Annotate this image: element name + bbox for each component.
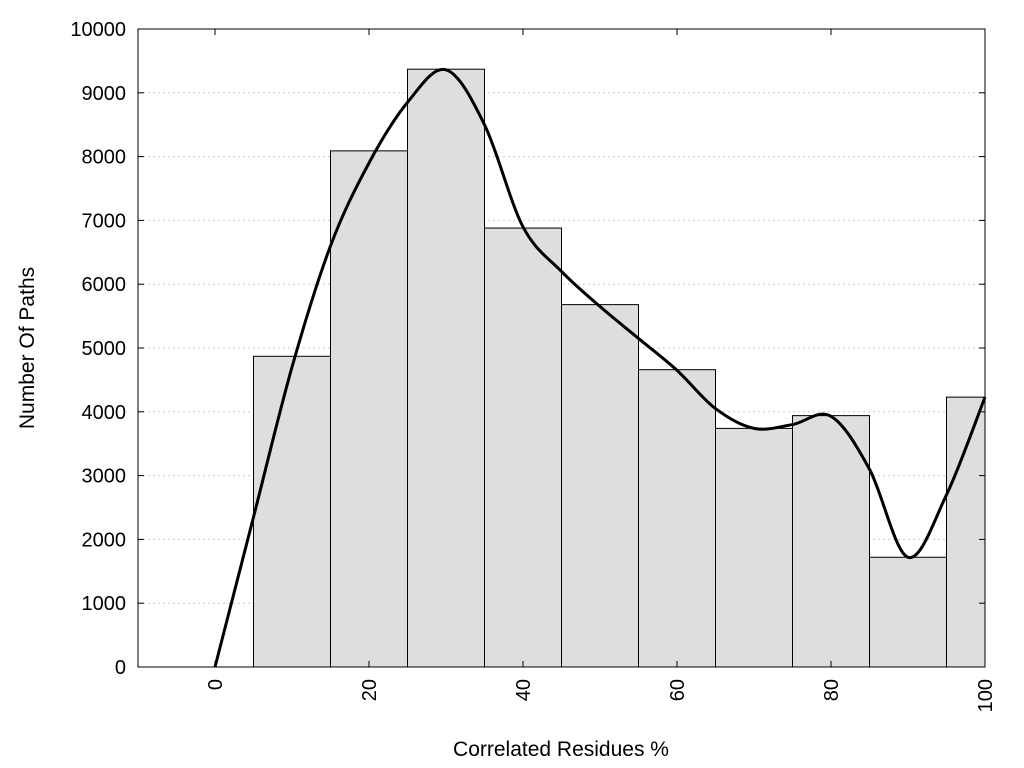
y-tick-label: 1000	[82, 593, 127, 615]
x-tick-label: 0	[205, 679, 227, 690]
tick-marks	[138, 28, 986, 668]
y-tick-label: 6000	[82, 274, 127, 296]
y-tick-label: 2000	[82, 529, 127, 551]
x-tick-label: 80	[821, 679, 843, 701]
y-tick-label: 3000	[82, 466, 127, 488]
y-tick-label: 8000	[82, 147, 127, 169]
bar	[792, 415, 870, 668]
x-tick-labels: 0 20 40 60 80 100	[205, 679, 997, 712]
bar	[484, 227, 562, 668]
y-tick-labels: 0 1000 2000 3000 4000 5000 6000 7000 8000 9000 100…	[70, 19, 126, 679]
x-tick-label: 40	[513, 679, 535, 701]
y-tick-label: 0	[115, 657, 126, 679]
bar	[946, 396, 986, 668]
y-tick-label: 10000	[70, 19, 126, 41]
bar	[638, 369, 716, 668]
smoothed-curve-layer	[213, 68, 987, 668]
y-tick-label: 7000	[82, 210, 127, 232]
y-tick-label: 4000	[82, 402, 127, 424]
x-tick-label: 100	[975, 679, 997, 712]
bar	[561, 304, 639, 668]
bar	[330, 150, 408, 668]
smoothed-curve	[213, 68, 987, 668]
bar	[715, 427, 793, 668]
x-axis-title: Correlated Residues %	[453, 738, 669, 761]
bars	[253, 68, 986, 668]
bar	[407, 68, 485, 668]
bar	[869, 556, 947, 668]
bar	[253, 355, 331, 668]
y-tick-label: 9000	[82, 83, 127, 105]
x-tick-label: 20	[359, 679, 381, 701]
y-tick-label: 5000	[82, 338, 127, 360]
x-tick-label: 60	[667, 679, 689, 701]
y-axis-title: Number Of Paths	[16, 267, 39, 429]
